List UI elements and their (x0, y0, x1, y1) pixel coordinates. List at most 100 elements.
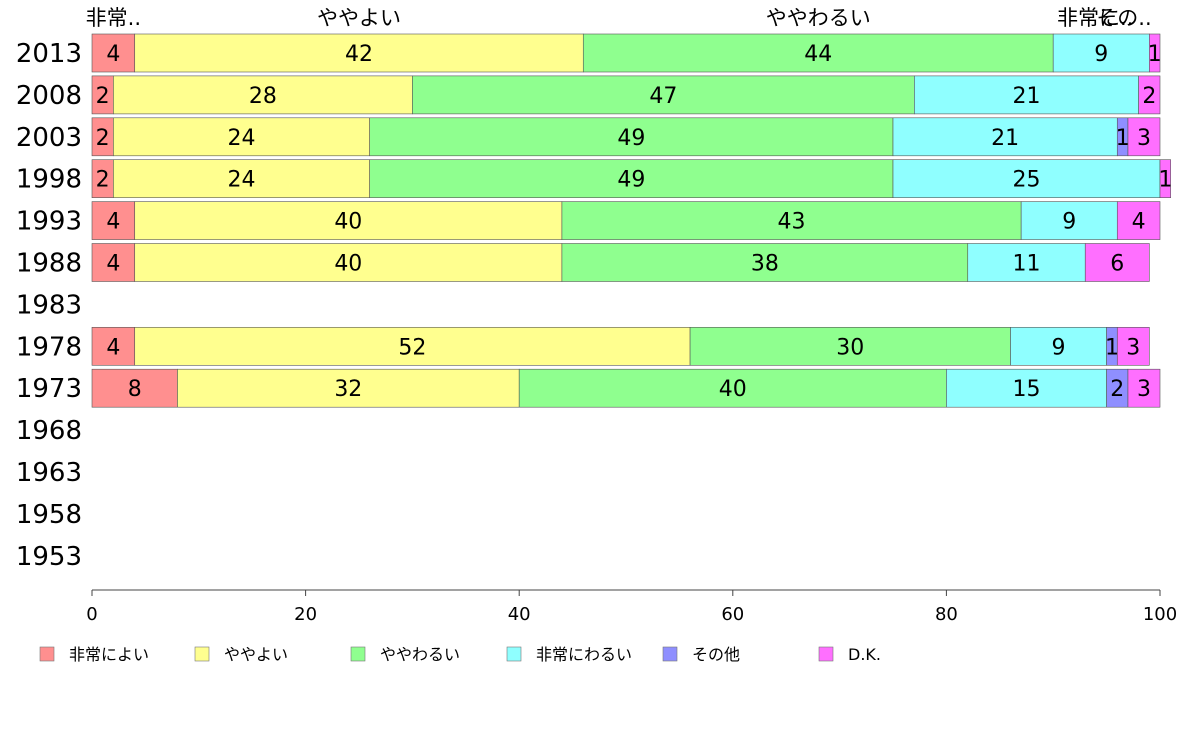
bar-segment (113, 75, 413, 115)
data-label: 43 (778, 210, 806, 235)
data-label: 4 (106, 252, 120, 277)
data-label: 1 (1116, 126, 1130, 151)
data-label: 52 (398, 335, 426, 360)
legend-label: ややよい (224, 645, 288, 664)
bar-segment (369, 117, 894, 157)
legend-label: 非常によい (69, 645, 149, 664)
bar-segment (91, 33, 136, 73)
data-label: 4 (1132, 210, 1146, 235)
data-label: 49 (617, 126, 645, 151)
data-label: 47 (649, 84, 677, 109)
data-label: 30 (836, 335, 864, 360)
bar-segment (1159, 159, 1171, 198)
data-label: 2 (1110, 377, 1124, 402)
bar-segment (369, 159, 894, 198)
year-label-2008: 2008 (16, 81, 82, 111)
bar-segment (91, 201, 136, 240)
year-label-1963: 1963 (16, 458, 82, 488)
bar-segment (582, 33, 1054, 73)
data-label: 1 (1158, 168, 1172, 193)
year-label-1978: 1978 (16, 332, 82, 362)
bar-segment (1084, 243, 1150, 282)
data-label: 9 (1094, 42, 1108, 67)
data-label: 44 (804, 42, 832, 67)
data-label: 38 (751, 252, 779, 277)
bar-segment (518, 368, 947, 408)
data-label: 6 (1110, 252, 1124, 277)
legend-swatch (662, 646, 678, 662)
bar-segment (134, 201, 563, 240)
bar-segment (1116, 326, 1150, 366)
year-label-2013: 2013 (16, 39, 82, 69)
data-label: 2 (1142, 84, 1156, 109)
top-series-label: ややよい (317, 6, 401, 30)
bar-segment (914, 75, 1139, 115)
bar-segment (113, 117, 370, 157)
data-label: 32 (334, 377, 362, 402)
bar-segment (689, 326, 1011, 366)
bar-segment (134, 33, 584, 73)
bar-segment (892, 159, 1161, 198)
bar-segment (134, 243, 563, 282)
data-label: 3 (1137, 377, 1151, 402)
legend-label: その他 (692, 645, 740, 664)
x-tick-label: 60 (721, 604, 744, 625)
bar-segment (91, 326, 136, 366)
bar-segment (1127, 368, 1161, 408)
year-label-2003: 2003 (16, 123, 82, 153)
data-label: 1 (1105, 335, 1119, 360)
data-label: 9 (1062, 210, 1076, 235)
x-tick-label: 0 (86, 604, 97, 625)
bar-segment (967, 243, 1086, 282)
data-label: 4 (106, 42, 120, 67)
data-label: 24 (228, 126, 256, 151)
bar-segment (946, 368, 1107, 408)
data-label: 9 (1052, 335, 1066, 360)
bar-segment (1020, 201, 1118, 240)
top-series-label: ややわるい (766, 6, 871, 30)
data-label: 25 (1013, 168, 1041, 193)
x-tick-label: 40 (508, 604, 531, 625)
legend-swatch (194, 646, 210, 662)
bar-segment (1052, 33, 1150, 73)
bar-segment (1127, 117, 1161, 157)
data-label: 4 (106, 335, 120, 360)
bar-segment (892, 117, 1118, 157)
top-series-label: 非常.. (86, 6, 141, 30)
year-label-1983: 1983 (16, 290, 82, 320)
legend-label: ややわるい (380, 645, 460, 664)
data-label: 3 (1137, 126, 1151, 151)
legend-label: 非常にわるい (536, 645, 632, 664)
x-tick-label: 20 (294, 604, 317, 625)
data-label: 4 (106, 210, 120, 235)
bar-segment (561, 243, 969, 282)
bar-segment (134, 326, 691, 366)
year-label-1998: 1998 (16, 165, 82, 195)
data-label: 40 (719, 377, 747, 402)
x-tick-label: 80 (935, 604, 958, 625)
year-label-1988: 1988 (16, 249, 82, 279)
top-series-label: 非常に.. (1057, 6, 1133, 30)
data-label: 2 (96, 126, 110, 151)
legend-swatch (350, 646, 366, 662)
legend: 非常によい ややよい ややわるい 非常にわるい その他 D.K. (39, 645, 881, 664)
top-series-labels: 非常.. ややよい ややわるい 非常に..その.. (86, 6, 1152, 30)
data-label: 24 (228, 168, 256, 193)
bar-segment (1010, 326, 1107, 366)
year-label-1968: 1968 (16, 416, 82, 446)
year-label-1953: 1953 (16, 542, 82, 572)
x-axis: 0 20 40 60 80 100 (86, 589, 1177, 625)
data-label: 40 (334, 210, 362, 235)
data-label: 21 (991, 126, 1019, 151)
x-tick-label: 100 (1143, 604, 1177, 625)
year-labels: 2013 2008 2003 1998 1993 1988 1983 1978 1973 1968… (16, 39, 82, 572)
year-label-1973: 1973 (16, 374, 82, 404)
data-label: 11 (1013, 252, 1041, 277)
data-label: 3 (1126, 335, 1140, 360)
bars-group: 4 42 44 9 12 28 47 21 22 24 49 21 1 32 24 49 25 14 40 43 9 44… (91, 33, 1172, 408)
legend-label: D.K. (848, 645, 881, 664)
data-label: 2 (96, 84, 110, 109)
legend-swatch (39, 646, 55, 662)
bar-segment (561, 201, 1022, 240)
